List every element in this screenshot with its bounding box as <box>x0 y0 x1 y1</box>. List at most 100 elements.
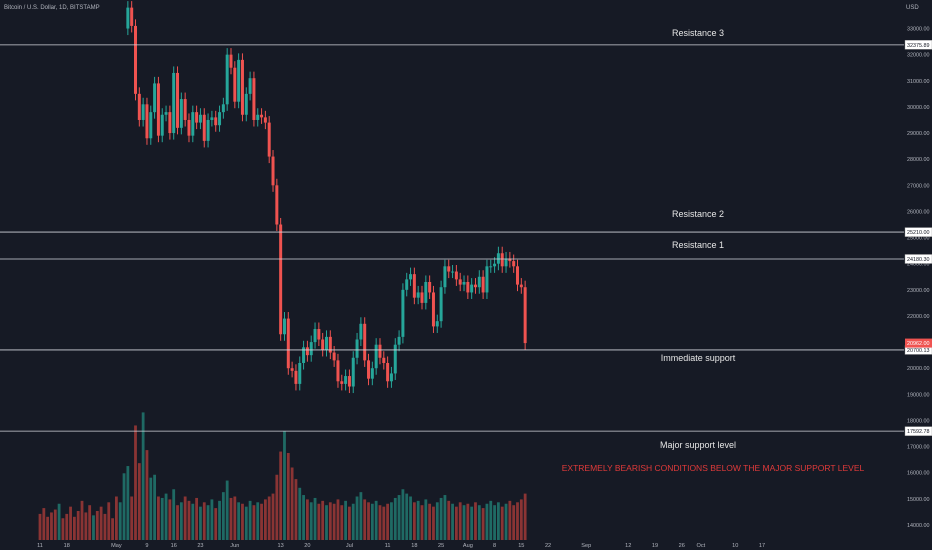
candle-body <box>336 360 340 382</box>
volume-bar <box>477 505 481 540</box>
level-price-tag-text: 24180.30 <box>907 257 929 263</box>
volume-bar <box>470 506 474 540</box>
x-tick-label: 12 <box>625 543 631 549</box>
x-tick-label: 16 <box>171 543 177 549</box>
volume-bar <box>107 502 111 540</box>
volume-bar <box>508 500 512 540</box>
candle-body <box>496 253 500 264</box>
volume-bar <box>229 497 233 540</box>
volume-bar <box>187 500 191 540</box>
candle-body <box>519 284 523 288</box>
volume-bar <box>252 505 256 540</box>
volume-bar <box>46 516 50 540</box>
volume-bar <box>122 473 126 540</box>
volume-bar <box>199 506 202 540</box>
volume-bar <box>504 503 508 540</box>
level-price-tag <box>904 254 932 264</box>
candle-body <box>164 112 168 115</box>
candle-body <box>393 344 397 374</box>
candle-body <box>256 114 260 120</box>
volume-bar <box>256 502 260 540</box>
candle-body <box>439 287 443 322</box>
volume-bar <box>50 512 53 540</box>
volume-bar <box>237 502 241 540</box>
volume-bar <box>397 495 401 540</box>
y-tick-label: 29000.00 <box>907 131 929 137</box>
volume-bar <box>500 506 504 540</box>
candle-body <box>141 104 145 120</box>
y-tick-label: 23000.00 <box>907 288 929 294</box>
candle-body <box>176 72 180 128</box>
candle-body <box>286 318 290 369</box>
level-price-tag-text: 17592.78 <box>907 429 929 435</box>
candle-body <box>198 114 202 123</box>
x-tick-label: 11 <box>37 543 43 549</box>
volume-bar <box>69 506 72 540</box>
price-axis[interactable]: 14000.00 15000.00 16000.00 17000.00 18000.00… <box>904 27 932 529</box>
volume-bar <box>443 495 447 540</box>
volume-bar <box>424 499 428 540</box>
candle-body <box>470 284 474 293</box>
y-tick-label: 33000.00 <box>907 27 929 33</box>
volume-bar <box>348 506 351 540</box>
candle-body <box>130 7 134 26</box>
volume-bar <box>340 505 344 540</box>
candle-body <box>355 339 359 358</box>
candle-body <box>153 83 157 113</box>
y-tick-label: 18000.00 <box>907 418 929 424</box>
candle-body <box>435 321 439 327</box>
candle-body <box>191 112 195 136</box>
volume-bar <box>493 505 496 540</box>
candle-body <box>248 78 252 94</box>
volume-bar <box>241 503 244 540</box>
level-price-tag-text: 20700.13 <box>907 348 929 354</box>
y-tick-label: 24000.00 <box>907 262 929 268</box>
volume-bar <box>332 503 336 540</box>
candle-body <box>332 352 336 361</box>
volume-bar <box>137 463 141 540</box>
candle-body <box>202 114 206 141</box>
x-tick-label: 26 <box>679 543 685 549</box>
candle-body <box>420 292 424 303</box>
volume-bar <box>481 508 485 540</box>
y-tick-label: 17000.00 <box>907 445 929 451</box>
volume-bar <box>428 503 432 540</box>
x-tick-label: Oct <box>697 543 706 549</box>
volume-bar <box>306 499 309 540</box>
volume-bar <box>92 515 95 540</box>
level-price-tag <box>904 227 932 237</box>
x-tick-label: 8 <box>493 543 496 549</box>
candle-body <box>431 292 435 327</box>
volume-bar <box>214 508 218 540</box>
candle-body <box>279 224 283 335</box>
candle-body <box>252 78 256 120</box>
volume-bar <box>412 502 416 540</box>
y-tick-label: 31000.00 <box>907 79 929 85</box>
volume-bar <box>88 505 92 540</box>
volume-bar <box>523 493 527 540</box>
x-tick-label: Jun <box>230 543 239 549</box>
volume-bar <box>183 496 187 540</box>
volume-bar <box>172 489 176 540</box>
candle-body <box>382 357 386 363</box>
volume-bar <box>233 496 237 540</box>
volume-bar <box>313 497 317 540</box>
candle-body <box>225 54 229 105</box>
y-tick-label: 16000.00 <box>907 471 929 477</box>
y-tick-label: 25000.00 <box>907 236 929 242</box>
volume-bar <box>260 503 263 540</box>
volume-bar <box>263 499 267 540</box>
candle-body <box>424 281 428 303</box>
volume-bar <box>435 502 439 540</box>
volume-bar <box>176 505 179 540</box>
x-tick-label: 23 <box>197 543 203 549</box>
x-tick-label: 15 <box>518 543 524 549</box>
x-tick-label: May <box>111 543 122 549</box>
candle-body <box>481 276 485 293</box>
volume-bar <box>126 466 130 540</box>
candle-body <box>401 289 405 337</box>
time-axis[interactable]: 11 18 May 9 16 23 Jun 13 20 Jul 11 18 25 Aug 8 15 22 Sep 1… <box>37 543 765 549</box>
volume-bar <box>309 502 313 540</box>
volume-bar <box>157 496 160 540</box>
